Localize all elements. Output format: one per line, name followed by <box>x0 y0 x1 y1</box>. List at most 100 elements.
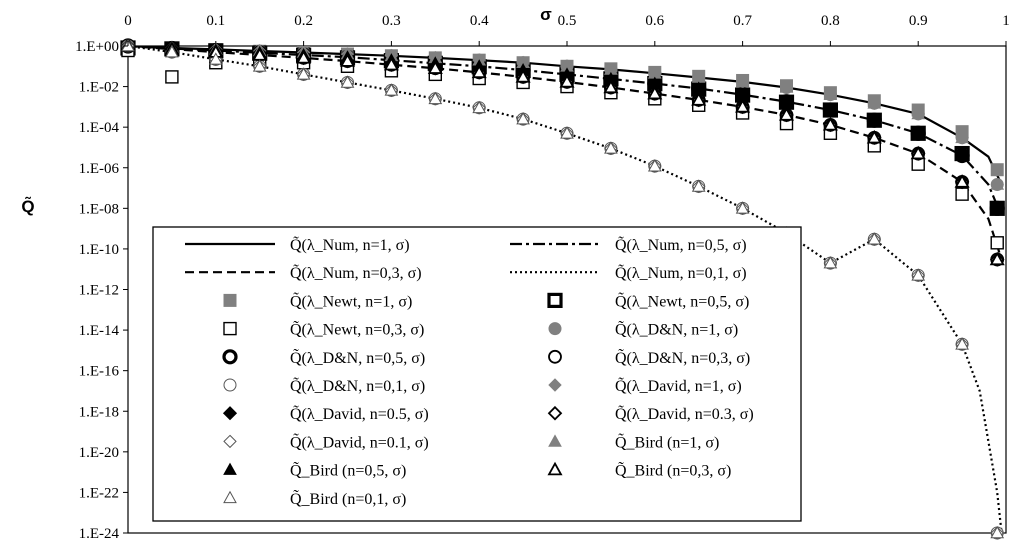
legend-label: Q̃(λ_David, n=0.5, σ) <box>290 405 429 423</box>
triangle-filled-black-marker <box>779 94 794 107</box>
legend-label: Q̃(λ_Num, n=0,5, σ) <box>615 236 747 254</box>
legend-label: Q̃(λ_Num, n=0,3, σ) <box>290 264 422 282</box>
y-tick-label: 1.E-06 <box>79 161 120 177</box>
curve-dashdot <box>128 46 1003 217</box>
x-tick-label: 0.9 <box>909 13 928 29</box>
x-tick-label: 0.6 <box>645 13 664 29</box>
triangle-filled-black-marker <box>223 462 237 475</box>
y-tick-label: 1.E-16 <box>79 364 120 380</box>
legend-label: Q̃_Bird (n=0,5, σ) <box>290 461 406 479</box>
triangle-thin-marker <box>516 112 530 125</box>
triangle-filled-gray-marker <box>911 106 926 120</box>
y-tick-label: 1.E-22 <box>79 485 119 501</box>
triangle-thin-marker <box>165 45 179 58</box>
triangle-open-marker <box>778 107 795 121</box>
legend-label: Q̃(λ_D&N, n=0,3, σ) <box>615 349 750 367</box>
triangle-thin-marker <box>252 59 267 72</box>
triangle-filled-gray-marker <box>779 80 794 93</box>
diamond-filled-gray-marker <box>548 378 562 392</box>
x-tick-label: 0.7 <box>733 13 752 29</box>
x-tick-label: 0.3 <box>382 13 401 29</box>
square-open-marker <box>955 187 969 201</box>
y-axis-title: Q̃ <box>21 196 34 216</box>
triangle-thin-marker <box>867 232 882 245</box>
y-tick-label: 1.E+00 <box>75 39 119 55</box>
legend-label: Q̃(λ_Num, n=1, σ) <box>290 236 410 254</box>
triangle-open-marker <box>954 174 970 188</box>
y-tick-label: 1.E-14 <box>79 323 120 339</box>
triangle-open-marker <box>559 74 575 88</box>
triangle-filled-gray-marker <box>548 434 562 447</box>
triangle-open-marker <box>822 117 838 131</box>
triangle-open-marker <box>547 461 563 476</box>
square-open-marker <box>223 321 237 336</box>
triangle-open-marker <box>296 50 312 64</box>
legend-box <box>152 226 802 522</box>
legend-label: Q̃(λ_David, n=1, σ) <box>615 377 742 395</box>
y-tick-label: 1.E-20 <box>79 445 119 461</box>
triangle-open-marker <box>647 85 663 100</box>
x-axis: 0 0.1 0.2 0.3 0.4 0.5 0.6 0.7 0.8 0.9 1 <box>124 13 1010 46</box>
triangle-open-marker <box>735 99 751 113</box>
x-tick-label: 1 <box>1002 13 1010 29</box>
legend-label: Q̃(λ_D&N, n=0,5, σ) <box>290 349 425 367</box>
legend-label: Q̃_Bird (n=0,1, σ) <box>290 490 406 508</box>
legend-label: Q̃(λ_Newt, n=1, σ) <box>290 292 412 310</box>
legend-label: Q̃(λ_D&N, n=0,1, σ) <box>290 377 425 395</box>
square-bold-marker <box>547 292 563 308</box>
legend-label: Q̃(λ_Newt, n=0,3, σ) <box>290 320 424 338</box>
y-tick-label: 1.E-02 <box>79 80 119 96</box>
y-tick-label: 1.E-08 <box>79 201 119 217</box>
circle-open-marker <box>548 349 562 364</box>
triangle-open-marker <box>339 53 356 67</box>
triangle-filled-gray-marker <box>955 130 969 144</box>
triangle-thin-marker <box>296 67 311 80</box>
legend-label: Q̃(λ_David, n=0.1, σ) <box>290 433 429 451</box>
legend-label: Q̃(λ_Newt, n=0,5, σ) <box>615 292 749 310</box>
x-tick-label: 0.5 <box>558 13 577 29</box>
triangle-open-marker <box>471 64 487 79</box>
square-open-marker <box>165 70 179 84</box>
triangle-open-marker <box>603 79 619 94</box>
triangle-filled-gray-marker <box>823 87 838 100</box>
triangle-open-marker <box>691 92 707 106</box>
x-axis-title: σ <box>540 5 552 24</box>
x-tick-label: 0 <box>124 13 132 29</box>
y-tick-label: 1.E-10 <box>79 242 119 258</box>
x-tick-label: 0.2 <box>294 13 313 29</box>
curve-solid <box>128 46 1003 185</box>
y-tick-label: 1.E-12 <box>79 283 119 299</box>
square-filled-gray-marker <box>990 163 1004 177</box>
diamond-bold-marker <box>222 406 238 421</box>
triangle-thin-marker <box>691 179 706 192</box>
legend-label: Q̃_Bird (n=1, σ) <box>615 433 719 451</box>
triangle-open-marker <box>866 129 882 144</box>
legend: Q̃(λ_Num, n=1, σ) Q̃(λ_Num, n=0,5, σ) Q̃(λ… <box>152 226 802 522</box>
triangle-thin-marker <box>340 75 355 88</box>
triangle-thin-marker <box>472 100 487 114</box>
y-tick-label: 1.E-18 <box>79 404 119 420</box>
triangle-open-marker <box>910 145 926 160</box>
triangle-thin-marker <box>955 337 969 350</box>
triangle-open-marker <box>989 251 1005 266</box>
y-tick-label: 1.E-24 <box>79 526 120 542</box>
triangle-thin-marker <box>823 256 838 269</box>
triangle-thin-marker <box>428 91 443 105</box>
x-tick-label: 0.4 <box>470 13 489 29</box>
x-tick-label: 0.8 <box>821 13 840 29</box>
curve-dash <box>128 46 1003 260</box>
circle-thin-marker <box>223 378 237 392</box>
legend-label: Q̃(λ_David, n=0.3, σ) <box>615 405 754 423</box>
circle-bold-marker <box>222 349 238 365</box>
triangle-thin-marker <box>223 490 237 504</box>
y-tick-label: 1.E-04 <box>79 120 120 136</box>
curve-dot <box>128 46 1003 533</box>
legend-label: Q̃(λ_D&N, n=1, σ) <box>615 320 738 338</box>
curves <box>128 46 1003 533</box>
triangle-filled-gray-marker <box>735 74 750 88</box>
square-filled-gray-marker <box>223 293 237 307</box>
diamond-thin-marker <box>223 434 237 449</box>
markers <box>120 38 1005 540</box>
triangle-filled-gray-marker <box>867 96 882 109</box>
